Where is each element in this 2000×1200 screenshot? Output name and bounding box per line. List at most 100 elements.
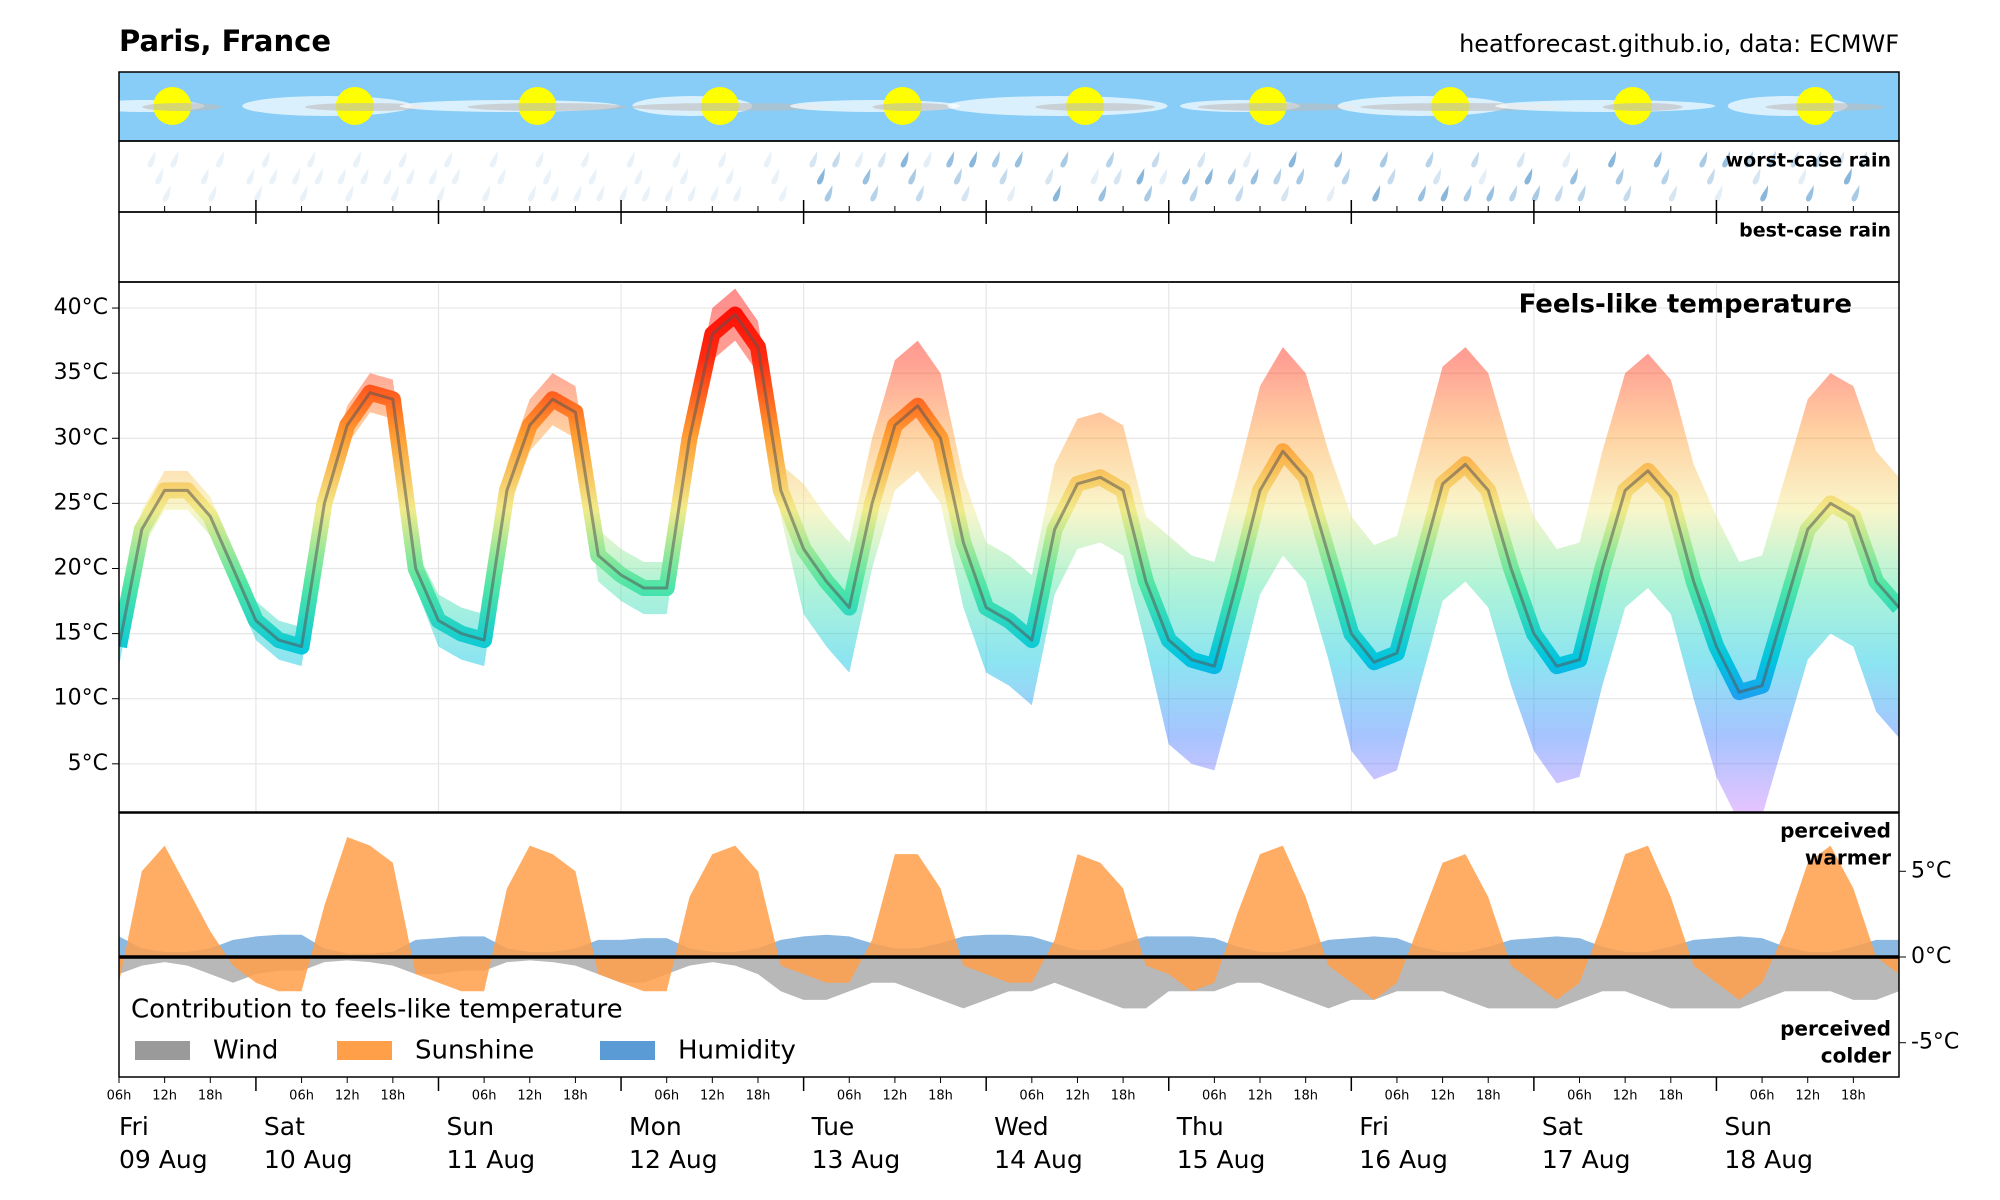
day-label: Fri [119, 1112, 149, 1141]
annotation: colder [1821, 1044, 1891, 1068]
rain-icon [1227, 168, 1236, 185]
rain-icon [1151, 151, 1160, 168]
rain-icon [817, 168, 825, 185]
rain-icon [1288, 151, 1297, 168]
legend-swatch [135, 1041, 190, 1060]
rain-icon [855, 151, 863, 168]
rain-icon [261, 151, 270, 168]
rain-icon [619, 185, 628, 202]
rain-icon [1014, 151, 1023, 168]
rain-icon [680, 168, 688, 185]
rain-icon [406, 168, 415, 185]
cloud [304, 103, 425, 111]
rain-icon [1007, 185, 1015, 202]
cloud [1197, 103, 1358, 111]
rain-icon [1471, 151, 1480, 168]
rain-icon [429, 168, 437, 185]
legend-label: Wind [213, 1036, 278, 1066]
rain-icon [1577, 185, 1586, 202]
rain-icon [269, 168, 278, 185]
panel-label: worst-case rain [1726, 150, 1891, 172]
rain-icon [314, 168, 323, 185]
time-axis: 06h 12h 18h 06h 12h 18h 06h 12h 18h 06h 12h 18h 06h 1… [107, 200, 1866, 1174]
rain-icon [1478, 168, 1487, 185]
rain-icon [550, 185, 559, 202]
rain-icon [991, 151, 1000, 168]
rain-icon [162, 185, 171, 202]
rain-icon [1440, 185, 1449, 202]
rain-icon [383, 168, 392, 185]
spread-band [119, 288, 1899, 812]
cloud [629, 103, 830, 111]
rain-icon [1653, 151, 1662, 168]
hour-label: 06h [472, 1089, 497, 1104]
rain-icon [1159, 168, 1168, 185]
rain-icon [1790, 151, 1799, 168]
date-label: 12 Aug [629, 1145, 718, 1174]
day-label: Thu [1176, 1112, 1224, 1141]
rain-icon [1752, 168, 1761, 185]
rain-icon [147, 151, 156, 168]
rain-icon [1417, 185, 1426, 202]
cloud [872, 103, 953, 111]
rain-icon [710, 185, 719, 202]
hour-label: 06h [1567, 1089, 1592, 1104]
hour-label: 18h [1841, 1089, 1866, 1104]
median-line [119, 313, 1899, 694]
rain-icon [489, 151, 498, 168]
y-tick-label: 5°C [68, 751, 108, 776]
source: heatforecast.github.io, data: ECMWF [1459, 30, 1899, 58]
y-tick-label: 25°C [54, 490, 108, 515]
rain-icons [147, 151, 1867, 202]
rain-icon [391, 185, 399, 202]
rain-icon [1608, 151, 1616, 168]
rain-icon [1204, 168, 1213, 185]
rain-icon [246, 168, 255, 185]
hour-label: 06h [837, 1089, 862, 1104]
hour-label: 18h [1476, 1089, 1501, 1104]
hour-label: 12h [1065, 1089, 1090, 1104]
plot-area [119, 288, 1899, 812]
rain-icon [1106, 151, 1114, 168]
rain-icon [254, 185, 262, 202]
rain-icon [1098, 185, 1107, 202]
panel-label: best-case rain [1739, 220, 1891, 242]
temp-frame [118, 281, 1900, 813]
rain-icon [1372, 185, 1381, 202]
y-tick-label: 15°C [54, 621, 108, 646]
hour-label: 06h [654, 1089, 679, 1104]
rain-icon [436, 185, 445, 202]
legend-title: Contribution to feels-like temperature [131, 995, 623, 1025]
y-tick-label: 10°C [54, 686, 108, 711]
temperature-panel: 5°C 10°C 15°C 20°C 25°C 30°C 35°C 40°C Feels-lik… [54, 281, 1900, 813]
hour-label: 06h [1750, 1089, 1775, 1104]
rain-icon [216, 151, 224, 168]
contribution-area [119, 837, 1899, 1000]
rain-icon [573, 185, 582, 202]
rain-icon [1281, 185, 1289, 202]
rain-icon [1524, 168, 1533, 185]
hour-label: 06h [289, 1089, 314, 1104]
cloud [1602, 103, 1683, 111]
hour-label: 12h [1613, 1089, 1638, 1104]
hour-label: 18h [1111, 1089, 1136, 1104]
rain-icon [1554, 185, 1563, 202]
best-rain-frame [118, 211, 1900, 283]
rain-icon [763, 151, 772, 168]
rain-icon [1532, 185, 1540, 202]
rain-icon [1296, 168, 1305, 185]
hour-label: 18h [928, 1089, 953, 1104]
rain-icon [1425, 151, 1434, 168]
rain-icon [581, 151, 590, 168]
rain-icon [953, 168, 962, 185]
rain-icon [1060, 151, 1069, 168]
rain-icon [1113, 168, 1122, 185]
hour-label: 12h [700, 1089, 725, 1104]
hour-label: 12h [1430, 1089, 1455, 1104]
rain-icon [1767, 151, 1776, 168]
rain-icon [1326, 185, 1335, 202]
rain-icon [497, 168, 506, 185]
rain-icon [687, 185, 696, 202]
rain-icon [718, 151, 726, 168]
